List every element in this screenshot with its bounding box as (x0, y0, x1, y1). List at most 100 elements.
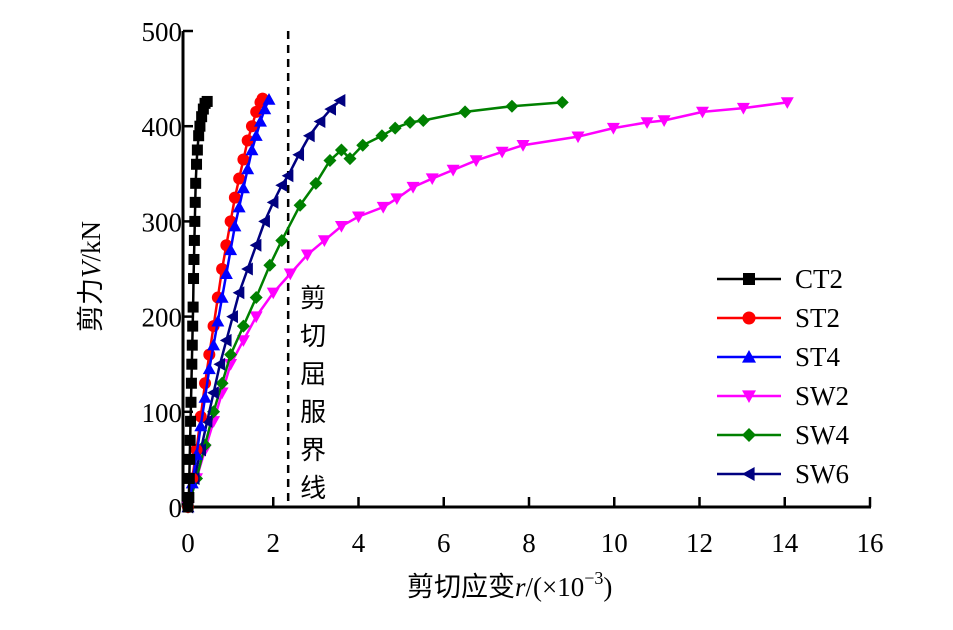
data-point (189, 215, 201, 227)
y-tick-label: 500 (142, 17, 183, 47)
data-point (343, 152, 357, 166)
data-point (317, 235, 331, 247)
data-point (324, 102, 336, 116)
data-point (236, 181, 250, 194)
data-point (185, 396, 197, 408)
data-point (403, 115, 417, 129)
data-point (334, 143, 348, 157)
data-point (250, 105, 263, 118)
data-point (275, 178, 287, 192)
data-point (742, 467, 755, 481)
data-point (224, 243, 238, 256)
data-point (736, 102, 750, 115)
y-tick-label: 200 (142, 303, 183, 333)
legend-item-ct2: CT2 (717, 264, 843, 294)
legend-item-sw2: SW2 (717, 381, 849, 411)
data-point (219, 267, 233, 279)
data-point (190, 177, 202, 189)
legend-item-sw6: SW6 (717, 459, 849, 489)
data-point (352, 211, 365, 224)
legend: CT2 ST2 ST4 SW2 SW4 SW6 (717, 264, 850, 489)
data-point (211, 314, 225, 327)
data-point (425, 173, 439, 186)
data-point (189, 196, 201, 208)
data-point (228, 219, 242, 232)
data-point (375, 129, 389, 143)
x-tick-label: 2 (267, 528, 281, 558)
data-point (266, 287, 280, 300)
data-point (237, 153, 250, 166)
data-point (376, 201, 390, 214)
data-point (215, 291, 229, 303)
legend-item-sw4: SW4 (717, 420, 850, 450)
yield-boundary-label-char: 界 (300, 436, 326, 466)
data-point (292, 148, 305, 162)
series-ct2 (182, 95, 213, 513)
data-point (283, 268, 297, 281)
data-point (188, 234, 200, 246)
data-point (262, 93, 276, 105)
x-tick-label: 14 (771, 528, 799, 558)
data-point (182, 501, 194, 513)
data-point (300, 249, 314, 262)
data-point (197, 103, 209, 115)
data-point (495, 146, 509, 159)
x-tick-label: 8 (522, 528, 536, 558)
data-point (232, 286, 245, 300)
yield-boundary-label-char: 线 (300, 474, 326, 504)
x-axis-title-close: ) (603, 572, 612, 602)
x-tick-label: 0 (181, 528, 195, 558)
legend-label: SW4 (795, 420, 850, 450)
data-point (743, 273, 755, 285)
data-point (571, 131, 585, 144)
data-point (187, 301, 199, 313)
data-point (313, 114, 326, 128)
data-point (187, 320, 199, 332)
data-point (388, 121, 402, 135)
data-point (249, 311, 263, 324)
data-point (196, 111, 208, 123)
yield-boundary-label-char: 服 (300, 398, 326, 428)
data-point (185, 415, 197, 427)
data-point (241, 262, 253, 276)
data-point (333, 93, 346, 107)
data-point (194, 120, 206, 132)
legend-label: SW2 (795, 381, 849, 411)
data-point (236, 319, 250, 333)
data-point (202, 362, 216, 375)
data-point (263, 258, 277, 272)
data-point (232, 200, 246, 213)
data-point (191, 144, 203, 156)
data-point (184, 453, 196, 465)
data-point (198, 391, 212, 403)
data-point (356, 138, 370, 152)
yield-boundary-label-char: 屈 (300, 360, 326, 390)
data-point (207, 338, 221, 351)
data-point (188, 253, 200, 265)
data-point (293, 198, 307, 212)
data-point (185, 377, 197, 389)
data-point (184, 434, 196, 446)
data-point (253, 114, 267, 127)
data-point (334, 220, 348, 233)
series-line (186, 101, 788, 508)
data-point (213, 357, 226, 371)
data-point (186, 358, 198, 370)
data-point (249, 291, 263, 305)
x-axis-title-exp: −3 (584, 568, 603, 588)
y-axis-title-main: 剪力 (76, 278, 106, 332)
data-point (233, 172, 246, 185)
data-point (186, 339, 198, 351)
data-point (742, 390, 756, 403)
x-tick-label: 16 (857, 528, 884, 558)
y-axis-title-unit: /kN (76, 221, 106, 262)
data-point (236, 335, 250, 347)
data-point (309, 176, 323, 190)
data-point (505, 99, 519, 113)
x-ticks: 0 2 4 6 8 10 12 14 16 (181, 497, 884, 558)
data-point (241, 134, 254, 147)
data-point (780, 97, 794, 109)
data-point (200, 414, 213, 428)
data-point (226, 310, 238, 324)
